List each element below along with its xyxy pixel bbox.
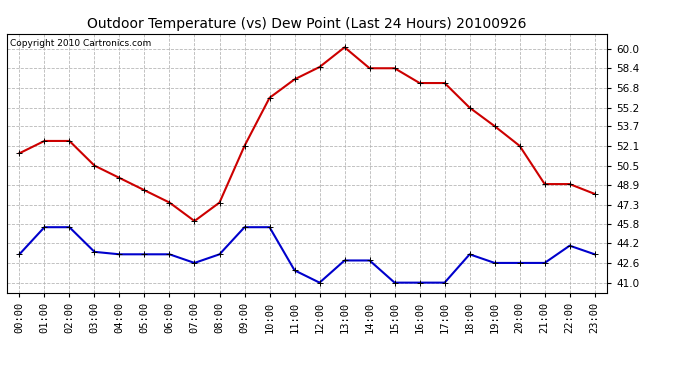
Title: Outdoor Temperature (vs) Dew Point (Last 24 Hours) 20100926: Outdoor Temperature (vs) Dew Point (Last… xyxy=(88,17,526,31)
Text: Copyright 2010 Cartronics.com: Copyright 2010 Cartronics.com xyxy=(10,39,151,48)
